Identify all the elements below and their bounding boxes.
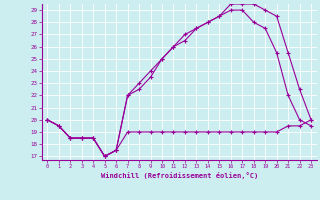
X-axis label: Windchill (Refroidissement éolien,°C): Windchill (Refroidissement éolien,°C) [100,172,258,179]
